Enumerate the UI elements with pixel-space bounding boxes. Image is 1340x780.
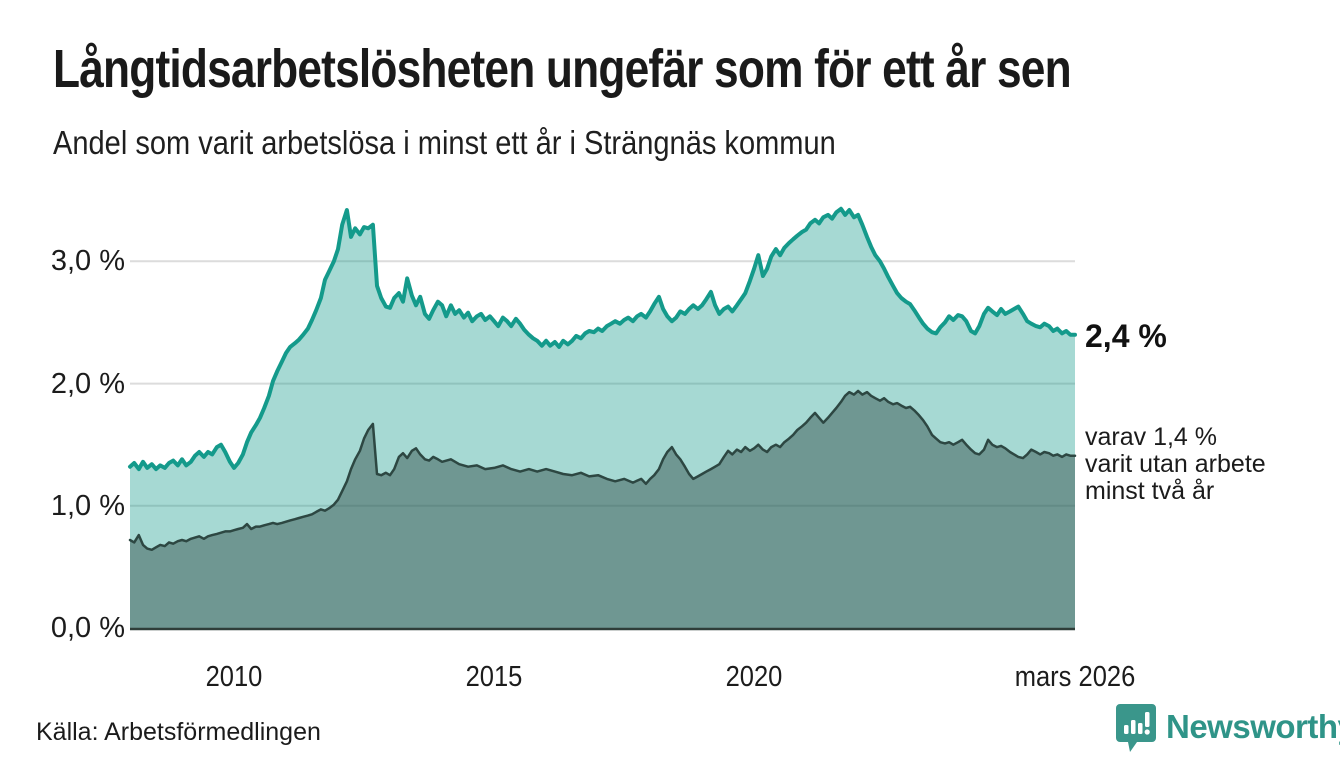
series-line-0: [128, 206, 1077, 472]
source-label: Källa: Arbetsförmedlingen: [36, 718, 321, 746]
y-axis-label: 3,0 %: [50, 245, 125, 278]
chart-title: Långtidsarbetslösheten ungefär som för e…: [53, 39, 1072, 99]
x-axis-label: 2010: [205, 661, 263, 693]
branding: Newsworthy: [1116, 704, 1340, 756]
series-area-0: [130, 208, 1075, 629]
bar-chart-speech-bubble-icon: [1116, 704, 1156, 752]
secondary-annotation-line: varit utan arbete: [1085, 450, 1266, 478]
secondary-annotation-line: minst två år: [1085, 477, 1215, 505]
x-axis-label: 2015: [465, 661, 523, 693]
x-axis-label: mars 2026: [1014, 661, 1136, 693]
branding-wordmark: Newsworthy: [1166, 708, 1340, 745]
y-axis-label: 0,0 %: [50, 612, 125, 644]
x-axis-label: 2020: [725, 661, 783, 693]
secondary-annotation: varav 1,4 % varit utan arbete minst två …: [1085, 424, 1266, 505]
y-axis-label: 1,0 %: [50, 489, 125, 522]
latest-value-annotation: 2,4 %: [1085, 318, 1167, 354]
series-area-1: [130, 390, 1075, 628]
y-axis-label: 2,0 %: [50, 367, 125, 400]
chart-subtitle: Andel som varit arbetslösa i minst ett å…: [53, 124, 836, 161]
secondary-annotation-line: varav 1,4 %: [1085, 423, 1218, 451]
series-line-1: [128, 389, 1077, 552]
